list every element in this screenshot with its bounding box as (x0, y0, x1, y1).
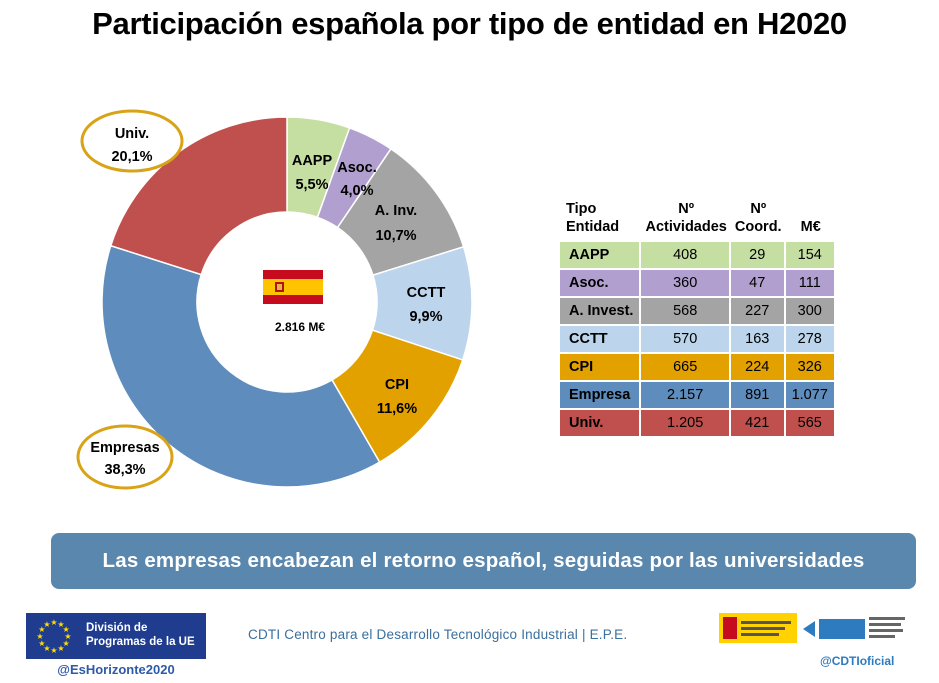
donut-slice-empresas (101, 244, 381, 488)
eu-stars-icon: ★ ★★★★★★★★★★★ (36, 618, 71, 655)
donut-chart: AAPP 5,5% Asoc. 4,0%A. Inv. 10,7% CCTT 9,9% CPI… (76, 109, 473, 490)
cell-meur: 278 (785, 326, 836, 355)
donut-labels: AAPP 5,5% Asoc. 4,0%A. Inv. 10,7% CCTT 9,9% CPI… (90, 126, 445, 478)
donut-slices (101, 116, 473, 488)
slice-value-label: 4,0% (340, 183, 373, 199)
table-row: A. Invest. 568 227 300 (560, 298, 836, 327)
cdti-mark-icon (803, 621, 815, 637)
cell-actividades: 2.157 (641, 382, 731, 411)
donut-slice-univ (109, 116, 288, 276)
cell-coord: 47 (730, 270, 786, 299)
eu-star-icon: ★ (63, 639, 70, 648)
eu-star-icon: ★ (43, 620, 50, 629)
government-cdti-logo (719, 613, 905, 643)
eu-star-icon: ★ (38, 625, 45, 634)
table-row: AAPP 408 29 154 (560, 242, 836, 271)
slice-label: Empresas (90, 440, 159, 456)
cell-meur: 154 (785, 242, 836, 271)
eu-line-2: Programas de la UE (86, 636, 195, 648)
cell-entity-name: CPI (560, 354, 642, 383)
header-actividades: Nº Actividades (645, 201, 727, 236)
eu-star-icon: ★ (64, 632, 71, 641)
cell-entity-name: Univ. (560, 410, 642, 439)
cdti-handle: @CDTIoficial (820, 654, 895, 668)
header-meur: M€ (800, 219, 821, 236)
highlight-ellipse-univ (80, 109, 184, 173)
cell-meur: 565 (785, 410, 836, 439)
eu-star-icon: ★ (50, 646, 57, 655)
table-row: Univ. 1.205 421 565 (560, 410, 836, 439)
cell-actividades: 360 (641, 270, 731, 299)
cell-entity-name: Empresa (560, 382, 642, 411)
cell-meur: 111 (785, 270, 836, 299)
slice-label: Asoc. (337, 160, 377, 176)
eu-star-icon: ★ (63, 625, 70, 634)
eu-line-1: División de (86, 622, 148, 634)
eu-star-icon: ★ (57, 644, 64, 653)
cell-entity-name: A. Invest. (560, 298, 642, 327)
slice-value-label: 5,5% (295, 177, 328, 193)
eu-star-icon: ★ (43, 644, 50, 653)
cell-actividades: 568 (641, 298, 731, 327)
donut-center-total: 2.816 M€ (275, 320, 325, 334)
cell-meur: 1.077 (785, 382, 836, 411)
slice-value-label: 38,3% (104, 462, 145, 478)
entity-table: Tipo Entidad Nº Actividades Nº Coord. M€ AA… (560, 200, 836, 439)
cell-coord: 421 (730, 410, 786, 439)
cell-actividades: 665 (641, 354, 731, 383)
table-row: Empresa 2.157 891 1.077 (560, 382, 836, 411)
header-coord: Nº Coord. (734, 201, 782, 236)
cdti-footer-text: CDTI Centro para el Desarrollo Tecnológi… (248, 627, 628, 642)
cell-coord: 224 (730, 354, 786, 383)
eu-star-icon: ★ (50, 618, 57, 627)
cell-actividades: 1.205 (641, 410, 731, 439)
cell-meur: 300 (785, 298, 836, 327)
slice-label: CPI (385, 377, 409, 393)
slice-label: Univ. (115, 126, 149, 142)
cell-actividades: 408 (641, 242, 731, 271)
eu-star-icon: ★ (36, 632, 43, 641)
cell-meur: 326 (785, 354, 836, 383)
slice-value-label: 9,9% (409, 309, 442, 325)
cell-entity-name: CCTT (560, 326, 642, 355)
eu-programs-logo: ★ ★ ★ ★ ★ ★ ★ ★ ★ ★ ★ ★ División de Programas de la… (26, 613, 206, 659)
slice-value-label: 11,6% (377, 401, 417, 417)
slice-value-label: 10,7% (375, 228, 416, 244)
table-row: CCTT 570 163 278 (560, 326, 836, 355)
slice-label: CCTT (407, 285, 446, 301)
cell-coord: 163 (730, 326, 786, 355)
conclusion-banner: Las empresas encabezan el retorno españo… (51, 533, 916, 589)
eu-star-icon: ★ (57, 620, 64, 629)
table-row: CPI 665 224 326 (560, 354, 836, 383)
cell-coord: 891 (730, 382, 786, 411)
cell-entity-name: Asoc. (560, 270, 642, 299)
spain-flag-icon (263, 270, 323, 304)
table-header-row: Tipo Entidad Nº Actividades Nº Coord. M€ (560, 200, 836, 242)
cell-coord: 29 (730, 242, 786, 271)
header-tipo-entidad: Tipo Entidad (566, 201, 620, 236)
horizonte-hashtag: @EsHorizonte2020 (57, 662, 175, 677)
cell-coord: 227 (730, 298, 786, 327)
page-title: Participación española por tipo de entid… (92, 6, 847, 41)
eu-programs-text: División de Programas de la UE (86, 621, 195, 649)
table-row: Asoc. 360 47 111 (560, 270, 836, 299)
slice-value-label: 20,1% (111, 149, 152, 165)
slice-label: A. Inv. (375, 203, 417, 219)
highlight-ellipse-empresas (76, 424, 174, 490)
cell-entity-name: AAPP (560, 242, 642, 271)
cell-actividades: 570 (641, 326, 731, 355)
eu-star-icon: ★ (38, 639, 45, 648)
slice-label: AAPP (292, 153, 333, 169)
